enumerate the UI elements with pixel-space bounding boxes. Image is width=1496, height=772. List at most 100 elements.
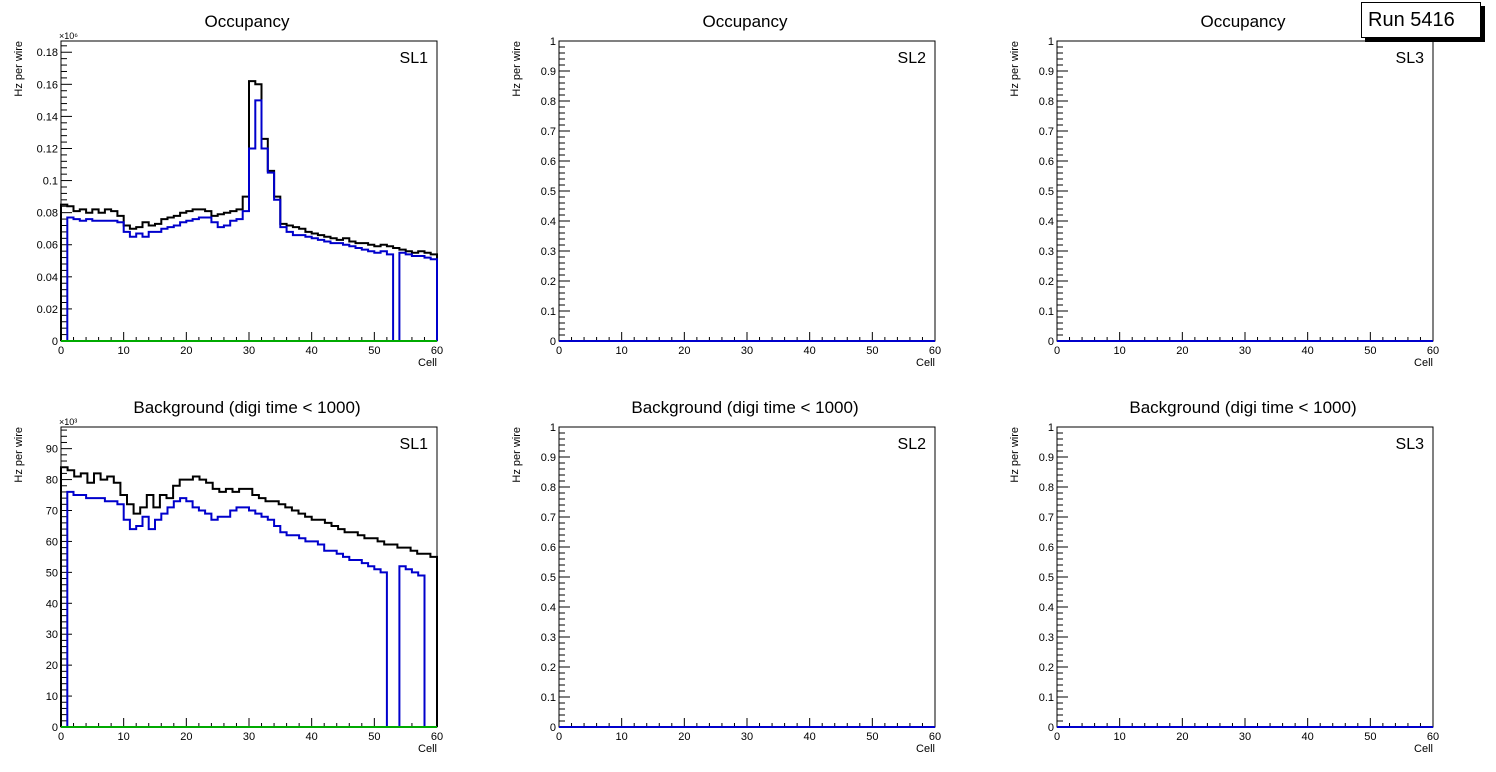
y-tick-label: 0.6 [1039, 156, 1054, 168]
y-tick-label: 0.2 [541, 662, 556, 674]
x-tick-label: 50 [866, 731, 878, 743]
y-tick-label: 0 [52, 336, 58, 348]
y-tick-label: 0.4 [541, 216, 556, 228]
y-tick-label: 70 [46, 506, 58, 518]
y-axis-title: Hz per wire [1009, 427, 1021, 483]
y-axis-exponent: ×10³ [59, 417, 77, 427]
y-axis-title: Hz per wire [1009, 41, 1021, 97]
x-tick-label: 30 [741, 731, 753, 743]
x-tick-label: 40 [804, 345, 816, 357]
x-tick-label: 30 [1239, 731, 1251, 743]
y-axis-title: Hz per wire [511, 41, 523, 97]
y-tick-label: 0.6 [1039, 542, 1054, 554]
x-tick-label: 50 [1364, 345, 1376, 357]
y-tick-label: 0.9 [541, 452, 556, 464]
y-tick-label: 80 [46, 475, 58, 487]
y-tick-label: 0.18 [37, 47, 58, 59]
y-axis-title: Hz per wire [511, 427, 523, 483]
y-tick-label: 10 [46, 691, 58, 703]
x-tick-label: 0 [58, 345, 64, 357]
y-tick-label: 0.3 [1039, 246, 1054, 258]
histogram-total [60, 80, 438, 341]
plot-frame [1056, 40, 1434, 342]
histogram-signal [61, 99, 438, 342]
y-tick-label: 30 [46, 629, 58, 641]
y-tick-label: 0 [550, 722, 556, 734]
y-tick-label: 0.7 [541, 126, 556, 138]
x-tick-label: 60 [1427, 731, 1439, 743]
y-tick-label: 1 [1048, 422, 1054, 434]
y-tick-label: 0.06 [37, 240, 58, 252]
x-tick-label: 30 [243, 731, 255, 743]
superlayer-label: SL1 [400, 50, 429, 67]
superlayer-label: SL2 [898, 50, 927, 67]
y-tick-label: 0.3 [541, 632, 556, 644]
y-tick-label: 0.1 [43, 176, 58, 188]
x-tick-label: 20 [180, 345, 192, 357]
y-tick-label: 90 [46, 444, 58, 456]
y-tick-label: 0.8 [541, 482, 556, 494]
y-tick-label: 0.9 [1039, 452, 1054, 464]
x-tick-label: 10 [616, 731, 628, 743]
x-tick-label: 40 [1302, 731, 1314, 743]
run-label: Run 5416 [1368, 8, 1455, 31]
y-tick-label: 0.1 [541, 306, 556, 318]
y-tick-label: 0.9 [541, 66, 556, 78]
y-tick-label: 0.5 [1039, 572, 1054, 584]
y-tick-label: 0.5 [1039, 186, 1054, 198]
y-tick-label: 60 [46, 536, 58, 548]
chart-panel-1: Occupancy SL1 Cell Hz per wire ×10⁶ 0 10 20 30 40… [13, 12, 443, 369]
x-tick-label: 20 [678, 731, 690, 743]
plot-frame [558, 40, 936, 342]
plot-frame [558, 426, 936, 728]
y-tick-label: 0 [52, 722, 58, 734]
x-axis-title: Cell [916, 743, 935, 755]
chart-title: Occupancy [1200, 12, 1286, 31]
x-tick-label: 40 [804, 731, 816, 743]
x-axis-title: Cell [916, 357, 935, 369]
x-tick-label: 0 [1054, 731, 1060, 743]
x-tick-label: 40 [306, 345, 318, 357]
y-tick-label: 0.12 [37, 143, 58, 155]
x-axis-title: Cell [418, 357, 437, 369]
y-tick-label: 1 [550, 36, 556, 48]
y-tick-label: 0.3 [541, 246, 556, 258]
x-tick-label: 10 [118, 731, 130, 743]
x-tick-label: 40 [306, 731, 318, 743]
plot-frame [1056, 426, 1434, 728]
y-axis-exponent: ×10⁶ [59, 31, 78, 41]
y-tick-label: 0.04 [37, 272, 58, 284]
histogram-total [60, 466, 438, 727]
x-tick-label: 30 [243, 345, 255, 357]
y-tick-label: 0.4 [1039, 216, 1054, 228]
y-tick-label: 40 [46, 598, 58, 610]
y-tick-label: 0 [550, 336, 556, 348]
y-tick-label: 0.02 [37, 304, 58, 316]
chart-title: Background (digi time < 1000) [1129, 398, 1356, 417]
x-tick-label: 20 [1176, 345, 1188, 357]
y-tick-label: 0 [1048, 722, 1054, 734]
y-tick-label: 0.1 [541, 692, 556, 704]
superlayer-label: SL3 [1396, 50, 1425, 67]
y-tick-label: 0.14 [37, 111, 58, 123]
y-tick-label: 0.08 [37, 208, 58, 220]
x-tick-label: 60 [1427, 345, 1439, 357]
y-tick-label: 0.8 [1039, 96, 1054, 108]
x-tick-label: 50 [368, 731, 380, 743]
x-tick-label: 50 [368, 345, 380, 357]
x-tick-label: 20 [1176, 731, 1188, 743]
y-axis-title: Hz per wire [13, 427, 25, 483]
y-tick-label: 0 [1048, 336, 1054, 348]
y-tick-label: 0.9 [1039, 66, 1054, 78]
y-tick-label: 0.2 [1039, 662, 1054, 674]
superlayer-label: SL3 [1396, 436, 1425, 453]
plot-frame [60, 426, 438, 728]
x-axis-title: Cell [418, 743, 437, 755]
x-tick-label: 50 [866, 345, 878, 357]
chart-panel-6: Background (digi time < 1000) SL3 Cell Hz p… [1009, 398, 1439, 755]
chart-panel-5: Background (digi time < 1000) SL2 Cell Hz p… [511, 398, 941, 755]
x-tick-label: 0 [556, 345, 562, 357]
